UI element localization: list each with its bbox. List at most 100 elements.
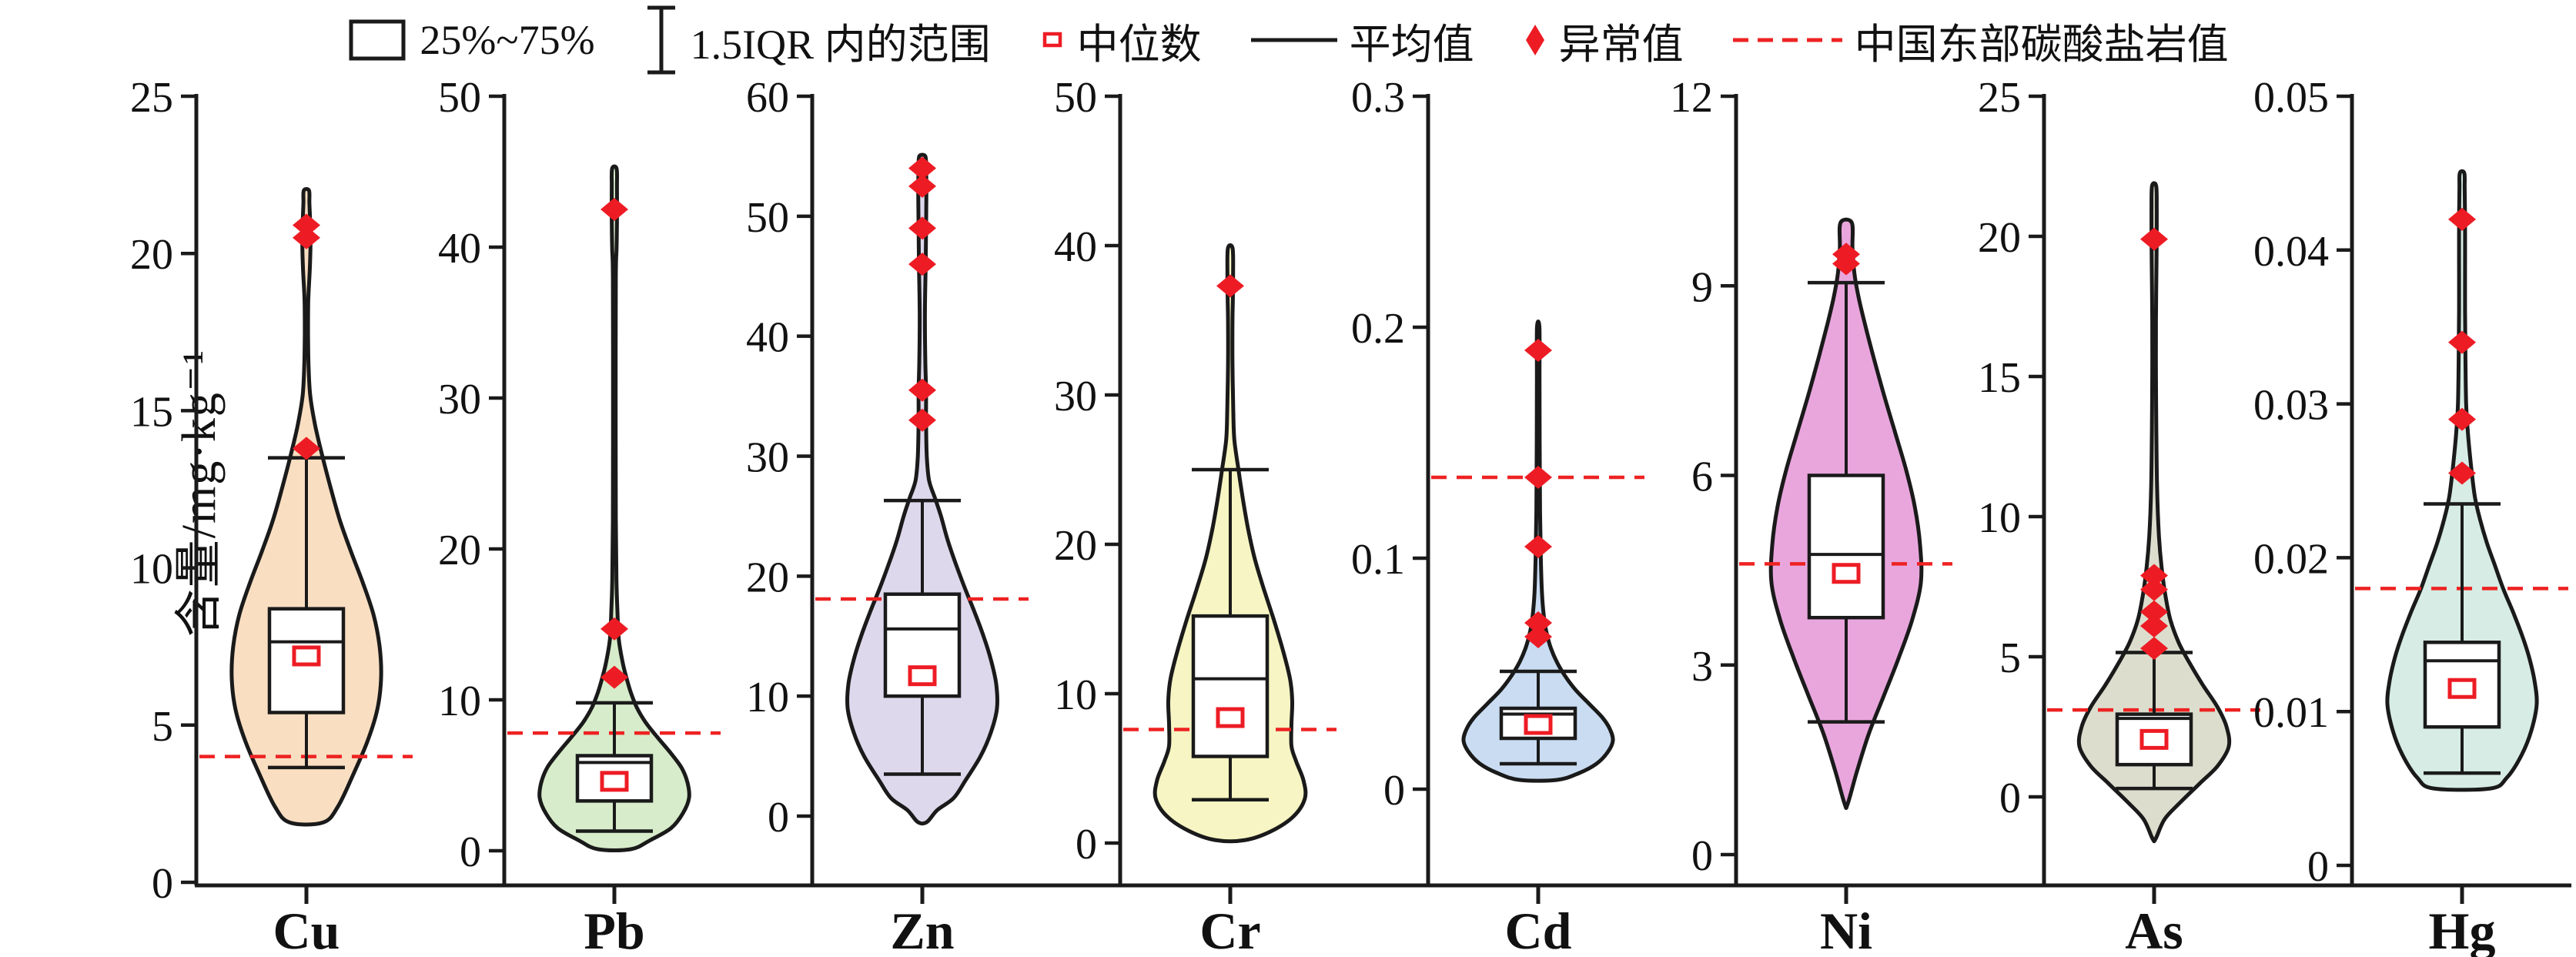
outliers-cr xyxy=(1216,274,1244,298)
tick-label: 0 xyxy=(1999,775,2021,822)
tick-label: 15 xyxy=(1978,354,2021,402)
tick-label: 0 xyxy=(1383,767,1405,815)
panel-hg: 0 0.01 0.02 0.03 0.04 0.05 Hg xyxy=(2253,0,2571,957)
tick-label: 30 xyxy=(1054,373,1097,420)
outlier-diamond xyxy=(908,156,936,180)
violin-plot-as: 0 5 10 15 20 25 As xyxy=(1955,74,2263,957)
tick-label: 10 xyxy=(1978,494,2021,542)
outlier-diamond xyxy=(2448,207,2476,231)
tick-label: 0 xyxy=(768,794,789,842)
outlier-diamond xyxy=(601,665,628,689)
element-label-zn: Zn xyxy=(890,902,954,957)
outliers-zn xyxy=(908,156,936,432)
median-marker-cd xyxy=(1524,714,1553,735)
panel-pb: 0 10 20 30 40 50 Pb xyxy=(416,0,724,957)
median-marker-as xyxy=(2139,728,2169,750)
legend-item-reference: 中国东部碳酸盐岩值 xyxy=(1732,10,2229,71)
violin-plot-cr: 0 10 20 30 40 50 Cr xyxy=(1032,74,1340,957)
tick-label: 50 xyxy=(438,74,481,122)
outlier-diamond xyxy=(2140,227,2168,251)
tick-label: 0.04 xyxy=(2253,228,2329,276)
outlier-diamond xyxy=(2140,600,2168,624)
violin-panels-row: 0 5 10 15 20 25 Cu 0 10 20 30 40 50 Pb 0 10 20 30 40 50 60 Zn… xyxy=(108,0,2571,957)
violin-shape-as xyxy=(2076,181,2232,844)
outliers-ni xyxy=(1832,243,1860,276)
element-label-pb: Pb xyxy=(584,902,644,957)
legend-label: 25%~75% xyxy=(420,17,595,63)
panel-cr: 0 10 20 30 40 50 Cr xyxy=(1032,0,1340,957)
tick-label: 0 xyxy=(152,860,173,908)
median-marker-zn xyxy=(908,665,937,687)
axis-cr: 0 10 20 30 40 50 xyxy=(1032,74,1340,904)
tick-label: 0 xyxy=(460,828,481,876)
outlier-diamond xyxy=(1216,274,1244,298)
outlier-diamond xyxy=(908,253,936,276)
legend-item-outlier: 异常值 xyxy=(1524,10,1684,71)
tick-label: 50 xyxy=(746,194,789,242)
tick-label: 25 xyxy=(1978,74,2021,122)
tick-label: 30 xyxy=(746,434,789,482)
outlier-diamond xyxy=(1524,625,1552,648)
tick-label: 25 xyxy=(130,74,173,122)
tick-label: 5 xyxy=(1999,634,2021,682)
outlier-diamond xyxy=(908,216,936,240)
tick-label: 0 xyxy=(1076,821,1097,868)
mean-line-icon xyxy=(1250,38,1337,42)
legend-label: 平均值 xyxy=(1349,21,1474,68)
outlier-diamond xyxy=(2140,614,2168,637)
tick-label: 12 xyxy=(1670,74,1713,122)
tick-label: 20 xyxy=(1054,522,1097,570)
iqr-box-ni xyxy=(1807,473,1885,620)
tick-label: 20 xyxy=(746,554,789,601)
tick-label: 15 xyxy=(130,388,173,436)
tick-label: 0.1 xyxy=(1351,536,1405,584)
tick-label: 0.01 xyxy=(2253,689,2329,737)
legend-label: 异常值 xyxy=(1558,21,1684,68)
tick-label: 20 xyxy=(438,527,481,574)
tick-label: 10 xyxy=(438,678,481,725)
element-label-ni: Ni xyxy=(1820,902,1872,957)
tick-label: 0.2 xyxy=(1351,305,1405,353)
outlier-diamond xyxy=(908,378,936,402)
median-marker-pb xyxy=(600,771,629,792)
violin-plot-hg: 0 0.01 0.02 0.03 0.04 0.05 Hg xyxy=(2253,74,2571,957)
median-marker-hg xyxy=(2447,678,2477,699)
violin-shape-pb xyxy=(537,164,691,852)
outlier-diamond xyxy=(1832,252,1860,276)
tick-label: 5 xyxy=(152,703,173,751)
axis-as: 0 5 10 15 20 25 xyxy=(1955,74,2263,904)
outliers-cd xyxy=(1524,339,1552,648)
panel-cd: 0 0.1 0.2 0.3 Cd xyxy=(1340,0,1648,957)
tick-label: 3 xyxy=(1691,643,1713,691)
axis-hg: 0 0.01 0.02 0.03 0.04 0.05 xyxy=(2253,74,2571,904)
outlier-diamond xyxy=(2448,461,2476,485)
violin-plot-cd: 0 0.1 0.2 0.3 Cd xyxy=(1340,74,1648,957)
axis-cu: 0 5 10 15 20 25 xyxy=(130,74,416,908)
tick-label: 9 xyxy=(1691,263,1713,311)
tick-label: 60 xyxy=(746,74,789,122)
tick-label: 0 xyxy=(1691,832,1713,880)
element-label-hg: Hg xyxy=(2429,902,2496,957)
outlier-diamond xyxy=(293,437,320,460)
tick-label: 10 xyxy=(130,546,173,594)
violin-plot-ni: 0 3 6 9 12 Ni xyxy=(1648,74,1955,957)
tick-label: 40 xyxy=(438,225,481,273)
legend-label: 中国东部碳酸盐岩值 xyxy=(1854,21,2229,68)
tick-label: 6 xyxy=(1691,453,1713,501)
chart-legend: 25%~75% 1.5IQR 内的范围 中位数 平均值 xyxy=(0,2,2576,79)
legend-item-iqr-box: 25%~75% xyxy=(347,16,595,64)
box-25-75-icon xyxy=(349,19,406,61)
tick-label: 40 xyxy=(746,314,789,362)
outlier-diamond xyxy=(601,198,628,221)
outlier-diamond xyxy=(1524,535,1552,558)
panel-cu: 0 5 10 15 20 25 Cu xyxy=(108,0,416,957)
iqr-box-cr xyxy=(1191,614,1270,758)
legend-item-mean: 平均值 xyxy=(1250,10,1474,71)
outlier-diamond-icon xyxy=(1525,25,1544,55)
outliers-as xyxy=(2140,227,2168,661)
tick-label: 30 xyxy=(438,376,481,423)
axis-pb: 0 10 20 30 40 50 xyxy=(416,74,724,904)
outlier-diamond xyxy=(2448,330,2476,354)
median-square-icon xyxy=(1042,32,1062,48)
